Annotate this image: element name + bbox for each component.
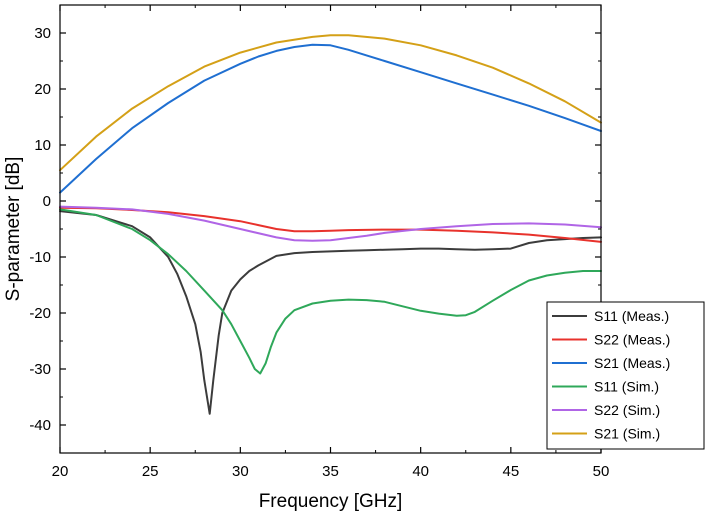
x-tick-label: 20 bbox=[52, 463, 69, 480]
x-tick-label: 25 bbox=[142, 463, 159, 480]
x-tick-label: 45 bbox=[502, 463, 519, 480]
legend-label: S21 (Sim.) bbox=[594, 426, 660, 442]
y-tick-label: 30 bbox=[34, 25, 51, 42]
y-axis-title: S-parameter [dB] bbox=[3, 157, 24, 302]
y-tick-label: 20 bbox=[34, 81, 51, 98]
x-tick-label: 35 bbox=[322, 463, 339, 480]
x-tick-label: 40 bbox=[412, 463, 429, 480]
legend-label: S22 (Meas.) bbox=[594, 332, 670, 348]
y-tick-label: -10 bbox=[29, 249, 51, 266]
legend-label: S21 (Meas.) bbox=[594, 355, 670, 371]
y-tick-label: -30 bbox=[29, 361, 51, 378]
series-line-1 bbox=[59, 210, 602, 415]
x-axis-title: Frequency [GHz] bbox=[259, 491, 403, 512]
axis-ticks bbox=[59, 4, 602, 454]
legend-box bbox=[546, 301, 705, 450]
legend-label: S22 (Sim.) bbox=[594, 402, 660, 418]
series-line-3 bbox=[59, 43, 602, 194]
legend-label: S11 (Sim.) bbox=[594, 379, 659, 395]
series-line-2 bbox=[59, 206, 602, 243]
y-tick-label: -40 bbox=[29, 417, 51, 434]
series-line-6 bbox=[59, 34, 602, 172]
y-tick-label: 0 bbox=[43, 193, 51, 210]
legend: S11 (Meas.) S22 (Meas.) S21 (Meas.) S11 (Si… bbox=[546, 301, 705, 450]
x-tick-label: 50 bbox=[593, 463, 610, 480]
y-tick-label: 10 bbox=[34, 137, 51, 154]
legend-label: S11 (Meas.) bbox=[594, 308, 669, 324]
plot-lines bbox=[59, 34, 602, 415]
series-line-4 bbox=[59, 208, 602, 375]
series-line-5 bbox=[59, 205, 602, 242]
y-tick-label: -20 bbox=[29, 305, 51, 322]
x-tick-label: 30 bbox=[232, 463, 249, 480]
axis-tick-labels: 20 25 30 35 40 45 50 -40 -30 -20 -10 0 10 20 30 bbox=[29, 25, 609, 480]
